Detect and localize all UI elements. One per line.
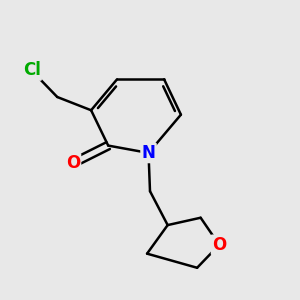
Text: O: O [212,236,226,254]
Text: O: O [66,154,80,172]
Text: N: N [142,144,155,162]
Text: Cl: Cl [23,61,40,80]
